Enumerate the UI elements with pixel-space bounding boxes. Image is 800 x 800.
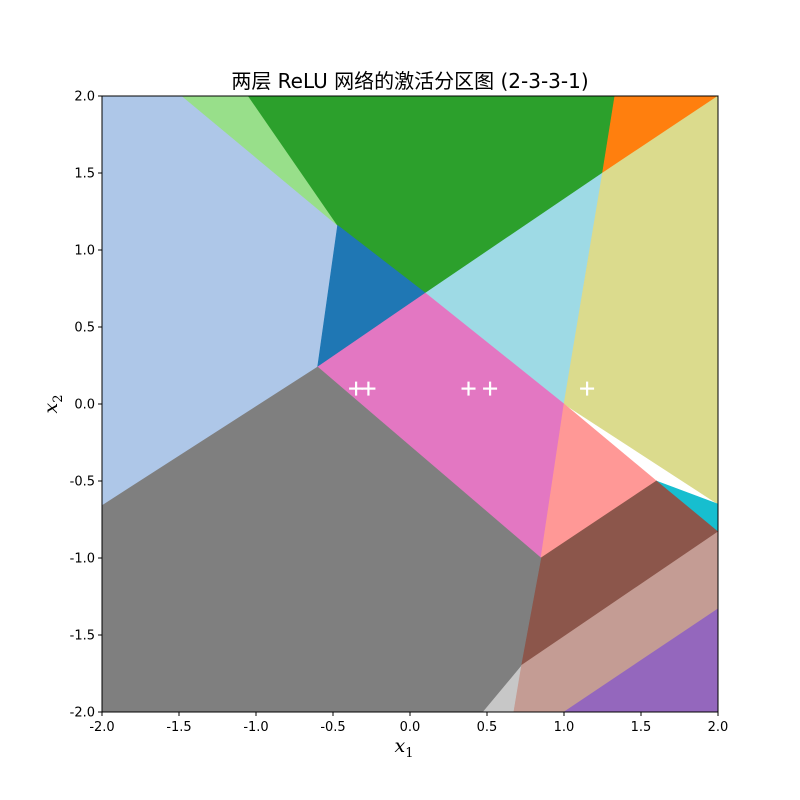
markers-layer [349,381,595,396]
y-tick-label: 1.5 [74,167,95,182]
y-tick-label: 0.5 [74,321,95,336]
x-tick-label: 1.0 [554,720,575,735]
y-tick-label: 2.0 [74,90,95,105]
x-axis-ticks: -2.0 -1.5 -1.0 -0.5 0.0 0.5 1.0 1.5 2.0 [89,712,728,735]
x-tick-label: -2.0 [89,720,114,735]
x-tick-label: -1.5 [166,720,191,735]
sample-point-marker-4 [483,381,498,396]
sample-point-marker-2 [361,381,376,396]
sample-point-marker-5 [580,381,595,396]
y-axis-ticks: -2.0 -1.5 -1.0 -0.5 0.0 0.5 1.0 1.5 2.0 [70,90,102,721]
x-axis-label: x1 [395,735,414,761]
y-tick-label: -0.5 [70,475,95,490]
x-tick-label: -0.5 [320,720,345,735]
y-tick-label: -1.0 [70,552,95,567]
x-tick-label: 0.5 [477,720,498,735]
chart-title: 两层 ReLU 网络的激活分区图 (2-3-3-1) [231,69,588,93]
sample-point-marker-1 [349,381,364,396]
regions-layer [101,95,719,713]
y-tick-label: -1.5 [70,629,95,644]
y-axis-label: x2 [40,395,66,414]
y-tick-label: -2.0 [70,706,95,721]
x-tick-label: -1.0 [243,720,268,735]
sample-point-marker-3 [461,381,476,396]
x-tick-label: 1.5 [631,720,652,735]
x-tick-label: 2.0 [708,720,729,735]
y-tick-label: 0.0 [74,398,95,413]
x-tick-label: 0.0 [400,720,421,735]
y-tick-label: 1.0 [74,244,95,259]
